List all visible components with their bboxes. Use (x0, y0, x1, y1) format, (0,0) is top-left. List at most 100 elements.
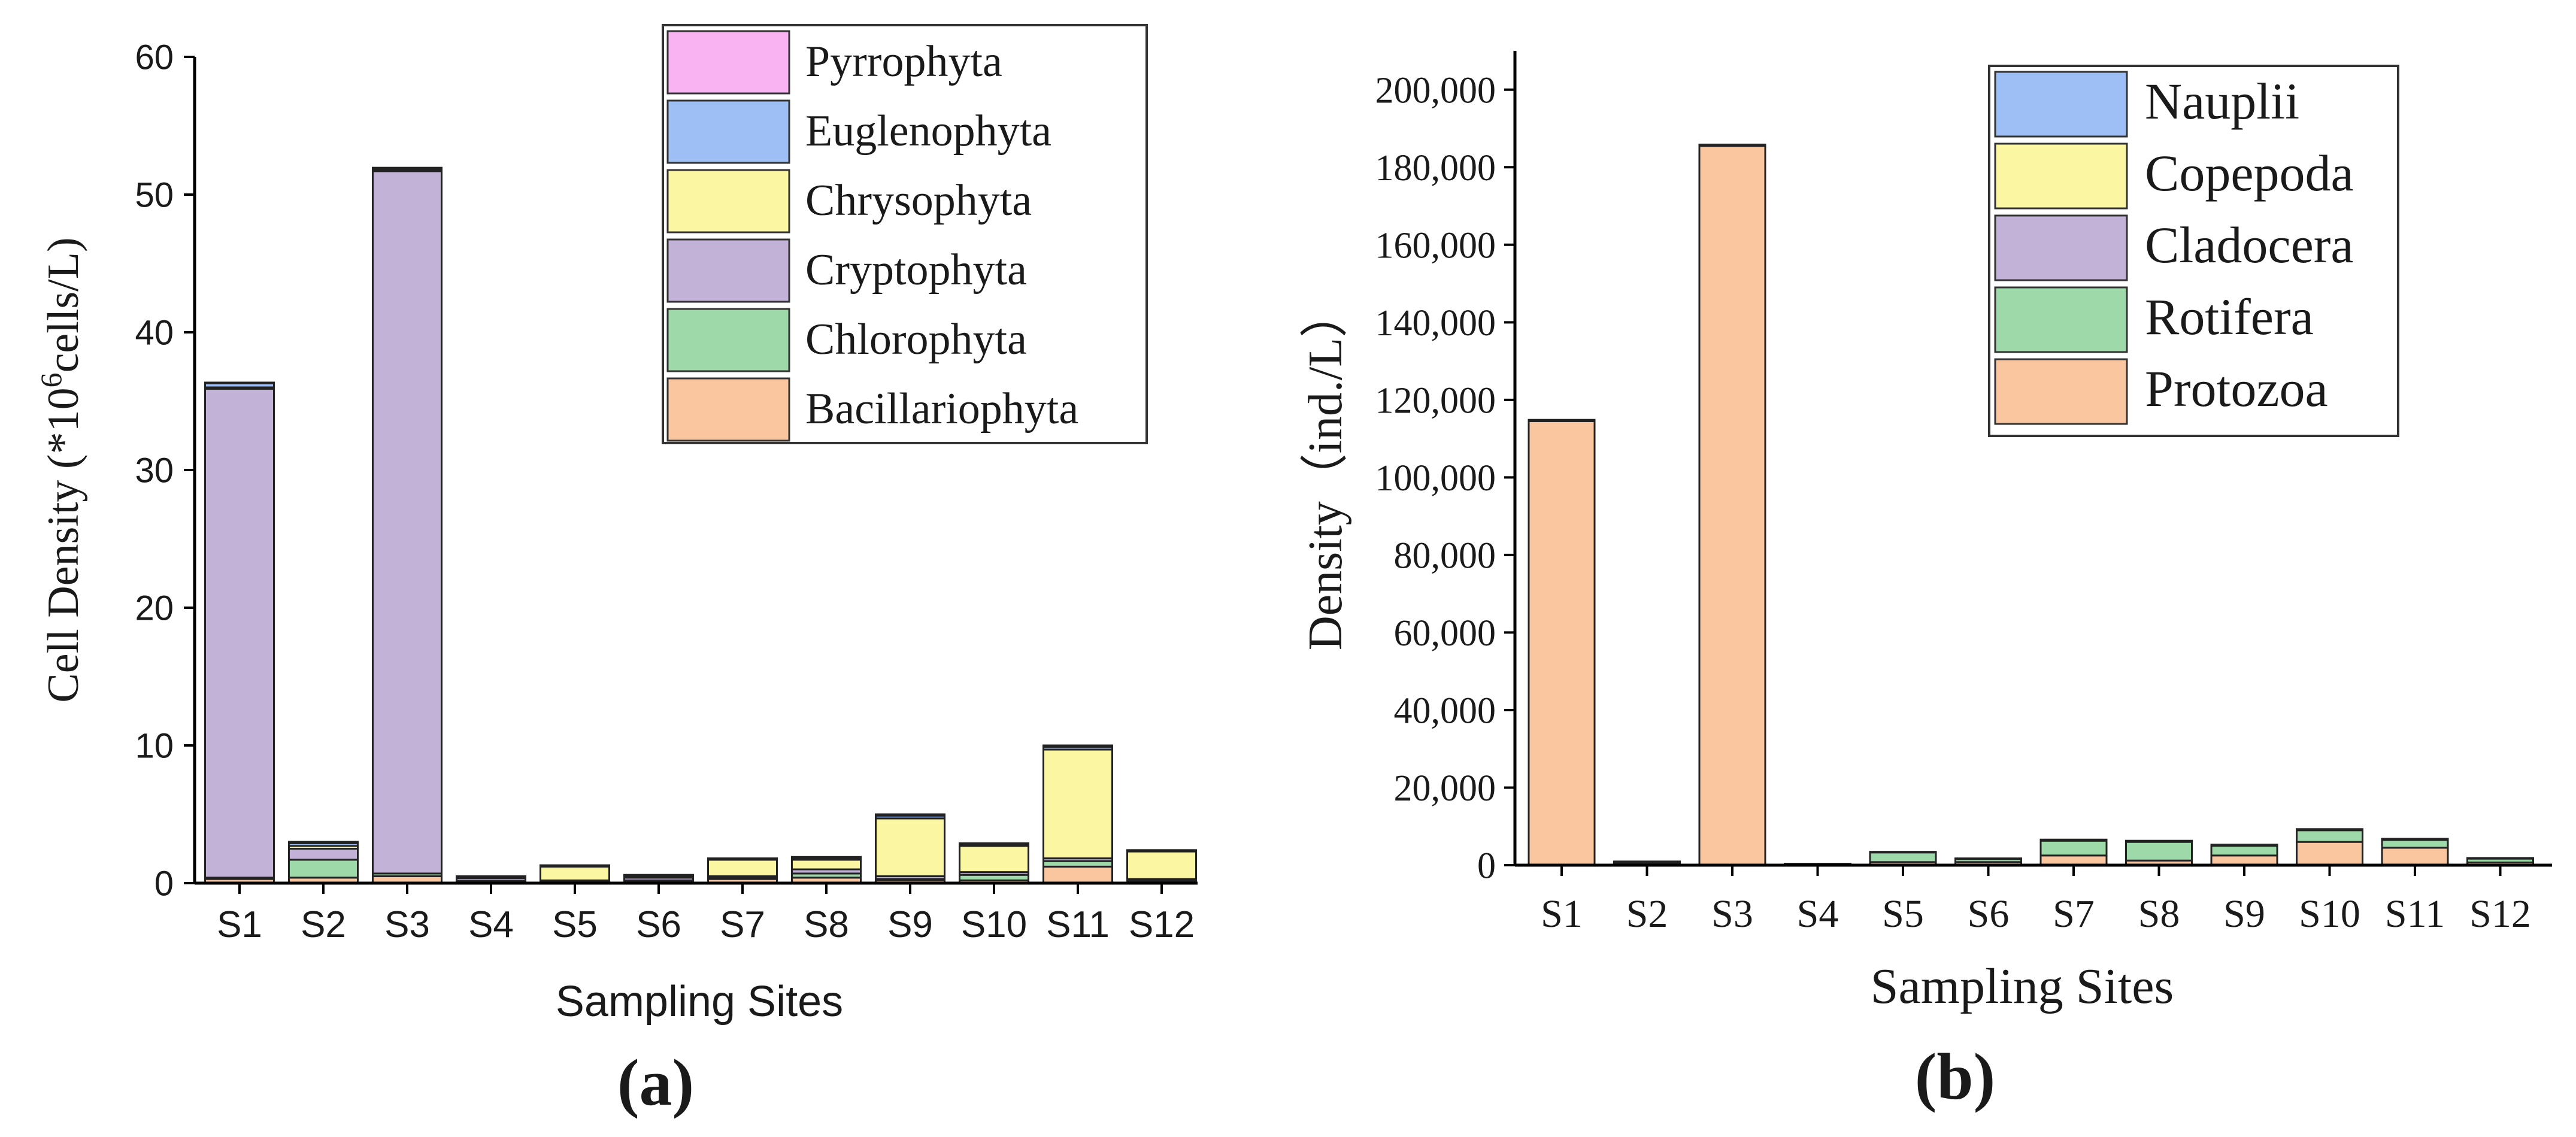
chart-a-bar-S5-chrysophyta (540, 865, 610, 881)
chart-b-legend-items: Nauplii Copepoda Cladocera Rotifera Protozoa (1994, 71, 2354, 425)
chart-b-x-tick-label: S12 (2469, 892, 2531, 936)
chart-b-legend-swatch-rotifera (1994, 286, 2128, 353)
chart-b-y-axis-title: Density（ind./L） (1299, 290, 1352, 650)
chart-a-x-tick-label: S2 (301, 904, 346, 945)
chart-b-x-tick-label: S8 (2138, 892, 2180, 936)
chart-a-bar-S8-pyrrophyta (791, 856, 862, 860)
chart-a-x-axis-title: Sampling Sites (556, 978, 843, 1026)
chart-b-bar-S10-nauplii (2296, 828, 2363, 830)
chart-b-bar-S5-nauplii (1869, 851, 1937, 853)
chart-a-bar-S10-pyrrophyta (959, 842, 1029, 846)
chart-a-legend-label-chrysophyta: Chrysophyta (805, 176, 1032, 225)
chart-a-y-tick-label: 10 (135, 726, 174, 765)
chart-a-legend-swatch-chrysophyta (666, 169, 790, 234)
chart-b-y-tick-label: 100,000 (1375, 458, 1496, 499)
chart-a-bar-S2-pyrrophyta (288, 841, 359, 844)
chart-a-legend-frame (662, 24, 1148, 444)
chart-b-y-ticks: 0 20,000 40,000 60,000 80,000 100,000 120,000 1… (1375, 70, 1515, 887)
chart-b-bar-S9-rotifera (2210, 845, 2278, 857)
chart-b-bar-S5-rotifera (1869, 851, 1937, 863)
chart-b-legend-swatch-cladocera (1994, 214, 2128, 281)
chart-b-bar-S11-rotifera (2381, 839, 2449, 849)
chart-b-legend-label-nauplii: Nauplii (2145, 72, 2299, 130)
chart-a-legend: Pyrrophyta Euglenophyta Chrysophyta Cryptop… (662, 24, 1148, 444)
chart-b-legend-label-cladocera: Cladocera (2145, 216, 2354, 274)
chart-a-x-tick-label: S8 (804, 904, 849, 945)
chart-b-x-tick-label: S5 (1882, 892, 1924, 936)
chart-a-bar-S12-chrysophyta (1126, 850, 1197, 880)
chart-a-x-tick-label: S7 (720, 904, 765, 945)
chart-b-bar-S7-rotifera (2039, 839, 2108, 857)
chart-a-y-tick-label: 60 (135, 38, 174, 77)
chart-b-y-tick-label: 160,000 (1375, 226, 1496, 266)
chart-b: 0 20,000 40,000 60,000 80,000 100,000 120,000 1… (1299, 51, 2552, 1113)
chart-a-y-tick-label: 20 (135, 589, 174, 627)
chart-b-y-tick-label: 120,000 (1375, 381, 1496, 422)
chart-b-y-tick-label: 180,000 (1375, 148, 1496, 189)
chart-a-y-tick-label: 40 (135, 313, 174, 352)
chart-b-x-tick-label: S2 (1626, 892, 1668, 936)
chart-a-bar-S5-pyrrophyta (540, 864, 610, 867)
chart-a-legend-swatch-bacillariophyta (666, 377, 790, 442)
chart-a-legend-label-pyrrophyta: Pyrrophyta (805, 37, 1002, 86)
chart-b-bar-S3-nauplii (1698, 143, 1766, 146)
chart-a-x-tick-label: S10 (961, 904, 1027, 945)
chart-a-bar-S12-pyrrophyta (1126, 849, 1197, 852)
chart-a-x-tick-label: S11 (1046, 904, 1110, 945)
chart-b-bar-S8-rotifera (2125, 841, 2193, 862)
chart-a-y-tick-label: 30 (135, 451, 174, 490)
chart-b-x-tick-label: S7 (2053, 892, 2095, 936)
chart-b-y-tick-label: 80,000 (1394, 536, 1496, 577)
chart-b-axes (1513, 51, 2552, 867)
chart-a-bar-S11-pyrrophyta (1042, 744, 1113, 748)
chart-a-x-tick-label: S12 (1129, 904, 1195, 945)
chart-b-legend-swatch-protozoa (1994, 358, 2128, 425)
chart-a-x-tick-label: S1 (217, 904, 262, 945)
chart-b-y-tick-label: 60,000 (1394, 613, 1496, 654)
chart-b-legend: Nauplii Copepoda Cladocera Rotifera Protozoa (1988, 65, 2399, 437)
chart-a-x-tick-label: S6 (636, 904, 681, 945)
chart-a-bar-S11-bacillariophyta (1042, 865, 1113, 884)
chart-a-x-tick-label: S3 (384, 904, 430, 945)
chart-b-x-tick-label: S6 (1968, 892, 2010, 936)
chart-a-bar-S2-cryptophyta (288, 848, 359, 861)
chart-b-bar-S1-protozoa (1528, 420, 1596, 866)
chart-b-x-tick-label: S9 (2223, 892, 2265, 936)
chart-a-bar-S2-chlorophyta (288, 859, 359, 879)
chart-a-x-tick-label: S4 (468, 904, 514, 945)
chart-b-x-tick-label: S4 (1797, 892, 1839, 936)
chart-a-legend-label-chlorophyta: Chlorophyta (805, 315, 1027, 364)
chart-b-bar-S3-protozoa (1698, 145, 1766, 866)
chart-a-legend-label-euglenophyta: Euglenophyta (805, 107, 1051, 156)
chart-b-y-tick-label: 40,000 (1394, 691, 1496, 732)
chart-b-bar-S12-nauplii (2466, 857, 2534, 860)
chart-a-y-ticks: 0 10 20 30 40 50 60 (135, 38, 195, 903)
chart-a-legend-swatch-pyrrophyta (666, 30, 790, 95)
chart-b-y-tick-label: 200,000 (1375, 70, 1496, 111)
chart-a-bar-S3-cryptophyta (372, 170, 443, 875)
chart-a-legend-label-cryptophyta: Cryptophyta (805, 245, 1027, 295)
chart-a-y-axis-title: Cell Density (*106cells/L) (34, 237, 88, 702)
chart-a-bars (204, 166, 1197, 884)
chart-a-x-tick-label: S9 (887, 904, 933, 945)
chart-a-bar-S10-chrysophyta (959, 845, 1029, 874)
chart-a-legend-items: Pyrrophyta Euglenophyta Chrysophyta Cryptop… (666, 30, 1078, 442)
chart-b-legend-label-rotifera: Rotifera (2145, 288, 2314, 345)
chart-a-bar-S8-chrysophyta (791, 859, 862, 871)
chart-a-bar-S9-pyrrophyta (875, 813, 945, 817)
chart-a-y-tick-label: 50 (135, 175, 174, 214)
chart-a-bar-S1-cryptophyta (204, 387, 275, 879)
chart-a-x-tick-label: S5 (552, 904, 598, 945)
chart-a-legend-swatch-chlorophyta (666, 308, 790, 372)
chart-b-x-tick-label: S1 (1541, 892, 1583, 936)
chart-b-x-ticks: S1 S2 S3 S4 S5 S6 S7 S8 S9 S10 S11 S12 (1541, 865, 2531, 936)
chart-b-y-tick-label: 0 (1477, 846, 1496, 887)
chart-a-legend-label-bacillariophyta: Bacillariophyta (805, 384, 1078, 433)
chart-b-bar-S7-nauplii (2039, 838, 2108, 841)
chart-b-bar-S10-rotifera (2296, 829, 2363, 843)
chart-b-x-tick-label: S11 (2385, 892, 2445, 936)
chart-b-x-tick-label: S3 (1711, 892, 1753, 936)
chart-b-legend-label-protozoa: Protozoa (2145, 360, 2328, 417)
